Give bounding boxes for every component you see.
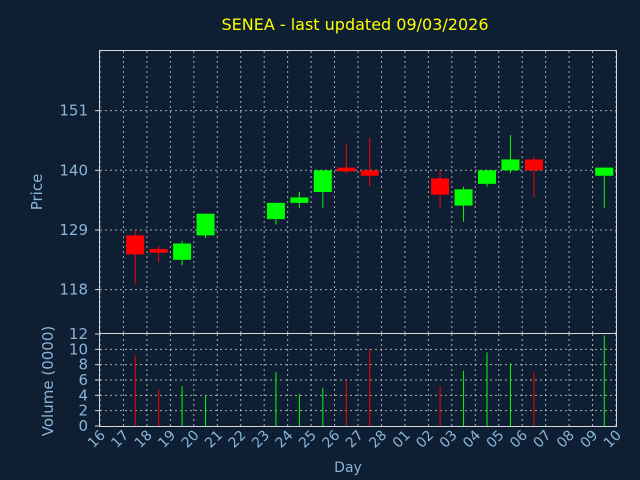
volume-grid <box>99 334 617 426</box>
candle-body <box>337 167 356 172</box>
x-tick-label: 18 <box>132 428 156 452</box>
x-tick-label: 19 <box>155 428 179 452</box>
candle-body <box>126 235 145 255</box>
volume-y-tick-label: 12 <box>69 325 88 343</box>
price-y-tick-label: 129 <box>59 221 88 239</box>
candle-body <box>524 159 543 171</box>
candle-body <box>454 189 473 206</box>
candle <box>478 170 496 187</box>
x-tick-label: 22 <box>226 428 250 452</box>
price-y-ticks: 118 129 140 151 <box>59 102 100 299</box>
candle <box>149 246 168 263</box>
candle <box>431 170 450 209</box>
candle <box>266 202 285 225</box>
candle <box>595 167 614 209</box>
x-tick-label: 21 <box>202 428 226 452</box>
chart-title: SENEA - last updated 09/03/2026 <box>221 15 488 34</box>
price-y-tick-label: 151 <box>59 102 88 120</box>
volume-bars <box>134 335 605 426</box>
x-tick-labels: 16 17 18 19 20 21 22 23 24 25 26 27 28 01 02 03 04 05 06 07… <box>85 427 625 451</box>
x-axis-label: Day <box>334 460 362 476</box>
x-tick-label: 26 <box>319 427 343 451</box>
x-tick-label: 24 <box>273 427 297 451</box>
candle <box>290 192 309 209</box>
candle-body <box>360 170 379 176</box>
x-tick-label: 17 <box>108 428 132 452</box>
candle-body <box>501 159 520 171</box>
candle-body <box>266 202 285 220</box>
volume-y-tick-label: 8 <box>78 356 88 374</box>
candle <box>501 135 520 174</box>
x-tick-label: 10 <box>601 428 625 452</box>
candle <box>126 229 145 285</box>
volume-y-tick-label: 0 <box>78 417 88 435</box>
x-tick-label: 05 <box>484 428 508 452</box>
volume-y-tick-label: 2 <box>78 402 88 420</box>
candle-body <box>196 213 215 236</box>
candle-body <box>290 197 309 203</box>
candles <box>126 135 614 285</box>
volume-y-tick-label: 10 <box>69 340 88 358</box>
candle <box>173 240 192 266</box>
candle-body <box>431 178 450 195</box>
candle-body <box>595 167 614 176</box>
volume-y-tick-label: 4 <box>78 386 88 404</box>
x-tick-label: 28 <box>366 428 390 452</box>
x-tick-label: 07 <box>531 428 555 452</box>
candle-body <box>149 248 168 253</box>
candle <box>313 170 332 209</box>
candle-body <box>313 170 332 192</box>
x-tick-label: 08 <box>554 428 578 452</box>
x-tick-label: 25 <box>296 428 320 452</box>
candle-body <box>173 243 192 260</box>
volume-y-tick-label: 6 <box>78 371 88 389</box>
price-y-label: Price <box>28 174 46 211</box>
x-tick-label: 02 <box>413 428 437 452</box>
candle <box>360 137 379 187</box>
candle <box>454 186 473 222</box>
x-tick-label: 16 <box>85 427 109 451</box>
price-grid <box>99 51 617 333</box>
candle <box>196 213 215 239</box>
price-y-tick-label: 118 <box>59 281 88 299</box>
x-tick-label: 09 <box>577 428 601 452</box>
price-y-tick-label: 140 <box>59 161 88 179</box>
x-tick-label: 06 <box>507 427 531 451</box>
candle <box>524 156 543 198</box>
x-tick-label: 23 <box>249 428 273 452</box>
x-tick-label: 03 <box>437 428 461 452</box>
x-tick-label: 27 <box>343 428 367 452</box>
x-tick-label: 04 <box>460 427 484 451</box>
volume-y-label: Volume (0000) <box>39 326 57 436</box>
candle <box>337 143 356 174</box>
x-tick-label: 20 <box>179 428 203 452</box>
x-tick-label: 01 <box>390 428 414 452</box>
candle-body <box>478 170 496 184</box>
